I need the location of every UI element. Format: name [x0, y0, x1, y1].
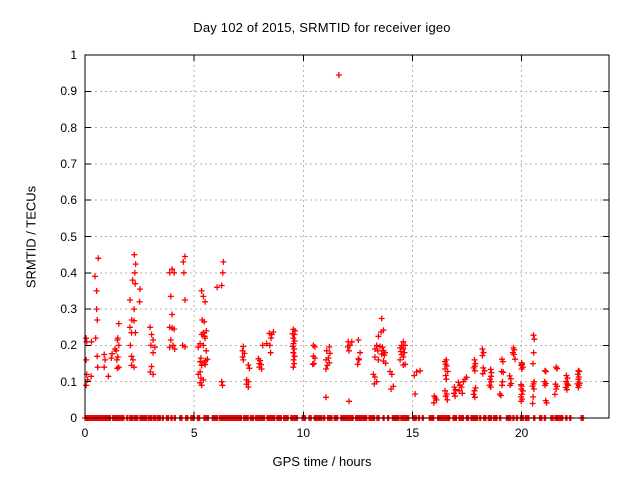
x-tick-label: 15 [405, 426, 420, 440]
y-tick-label: 0.8 [60, 120, 77, 135]
x-tick-label: 5 [190, 426, 198, 440]
y-tick-label: 0 [70, 411, 77, 425]
y-tick-label: 0.9 [60, 84, 77, 99]
x-tick-label: 10 [296, 426, 310, 440]
chart-title: Day 102 of 2015, SRMTID for receiver ige… [193, 20, 451, 35]
y-tick-label: 0.1 [60, 374, 77, 389]
grid-lines [85, 55, 609, 418]
x-axis-label: GPS time / hours [272, 454, 372, 469]
y-tick-label: 0.4 [60, 265, 77, 280]
y-tick-label: 0.7 [60, 156, 77, 171]
y-tick-label: 0.6 [60, 193, 77, 208]
plot-border-and-ticks [84, 54, 610, 419]
scatter-points [83, 72, 583, 407]
y-tick-label: 0.3 [60, 302, 77, 317]
y-tick-label: 0.5 [60, 229, 77, 244]
x-tick-label: 0 [81, 426, 89, 440]
y-tick-label: 0.2 [60, 338, 77, 353]
y-tick-label: 1 [70, 48, 77, 62]
x-tick-label: 20 [514, 426, 529, 440]
